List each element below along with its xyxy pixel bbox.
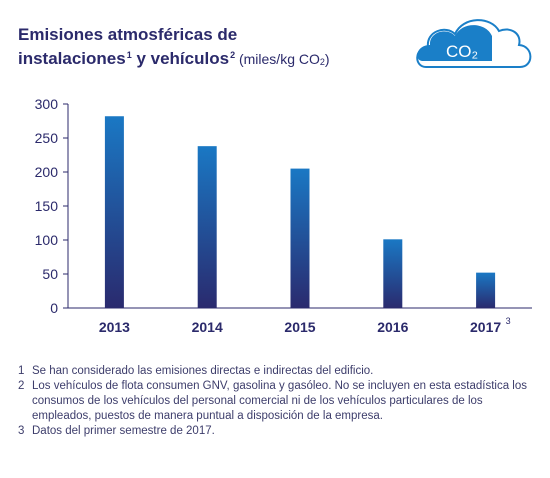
cloud-fill-icon	[417, 25, 492, 61]
unit-sub: 2	[319, 57, 325, 67]
y-tick-label: 100	[35, 232, 59, 248]
footnote-3: 3 Datos del primer semestre de 2017.	[18, 424, 538, 439]
x-tick-label: 2013	[99, 319, 130, 335]
bar-2016	[383, 239, 403, 308]
footnotes: 1 Se han considerado las emisiones direct…	[18, 364, 538, 439]
title-line-1: Emisiones atmosféricas de	[18, 25, 238, 44]
chart-title: Emisiones atmosféricas de instalaciones1…	[18, 24, 408, 73]
title-vehiculos: y vehículos	[131, 49, 230, 68]
footnote-2: 2 Los vehículos de flota consumen GNV, ga…	[18, 379, 538, 424]
footnote-number: 1	[18, 365, 25, 377]
y-tick-label: 150	[35, 198, 59, 214]
x-axis: 2013 2014 2015 2016 2017 3	[68, 307, 532, 335]
footnote-text: Los vehículos de flota consumen GNV, gas…	[32, 380, 528, 422]
title-sup-1: 1	[126, 50, 132, 60]
x-tick-label: 2016	[377, 319, 408, 335]
y-tick-label: 0	[50, 300, 58, 316]
title-sup-2: 2	[230, 50, 236, 60]
footnote-text: Se han considerado las emisiones directa…	[32, 365, 374, 377]
footnote-1: 1 Se han considerado las emisiones direct…	[18, 364, 538, 379]
x-tick-label: 2015	[284, 319, 315, 335]
co2-label: CO₂	[446, 42, 478, 61]
x-tick-label: 2017	[470, 319, 501, 335]
y-tick-label: 250	[35, 130, 59, 146]
footnote-text: Datos del primer semestre de 2017.	[32, 425, 215, 437]
bar-chart: 0 50 100 150 200 250 300 2013 2014 2015 2016 2017 3	[35, 96, 532, 335]
y-axis: 0 50 100 150 200 250 300	[35, 96, 69, 316]
y-tick-label: 300	[35, 96, 59, 112]
co2-cloud-badge: CO₂	[416, 19, 532, 68]
bar-2014	[197, 146, 217, 308]
y-tick-label: 50	[42, 266, 58, 282]
unit-suffix: )	[324, 51, 330, 67]
y-tick-label: 200	[35, 164, 59, 180]
unit-prefix: (miles/kg CO	[235, 51, 320, 67]
title-instalaciones: instalaciones	[18, 49, 126, 68]
bar-2017	[476, 272, 496, 308]
footnote-number: 3	[18, 425, 25, 437]
title-line-2: instalaciones1 y vehículos2 (miles/kg CO…	[18, 45, 408, 73]
bars	[104, 116, 496, 309]
bar-2015	[290, 168, 310, 308]
x-tick-label: 2014	[192, 319, 223, 335]
bar-2013	[104, 116, 124, 309]
footnote-number: 2	[18, 380, 25, 392]
x-tick-superscript: 3	[506, 316, 511, 326]
title-unit: (miles/kg CO2)	[235, 51, 330, 67]
